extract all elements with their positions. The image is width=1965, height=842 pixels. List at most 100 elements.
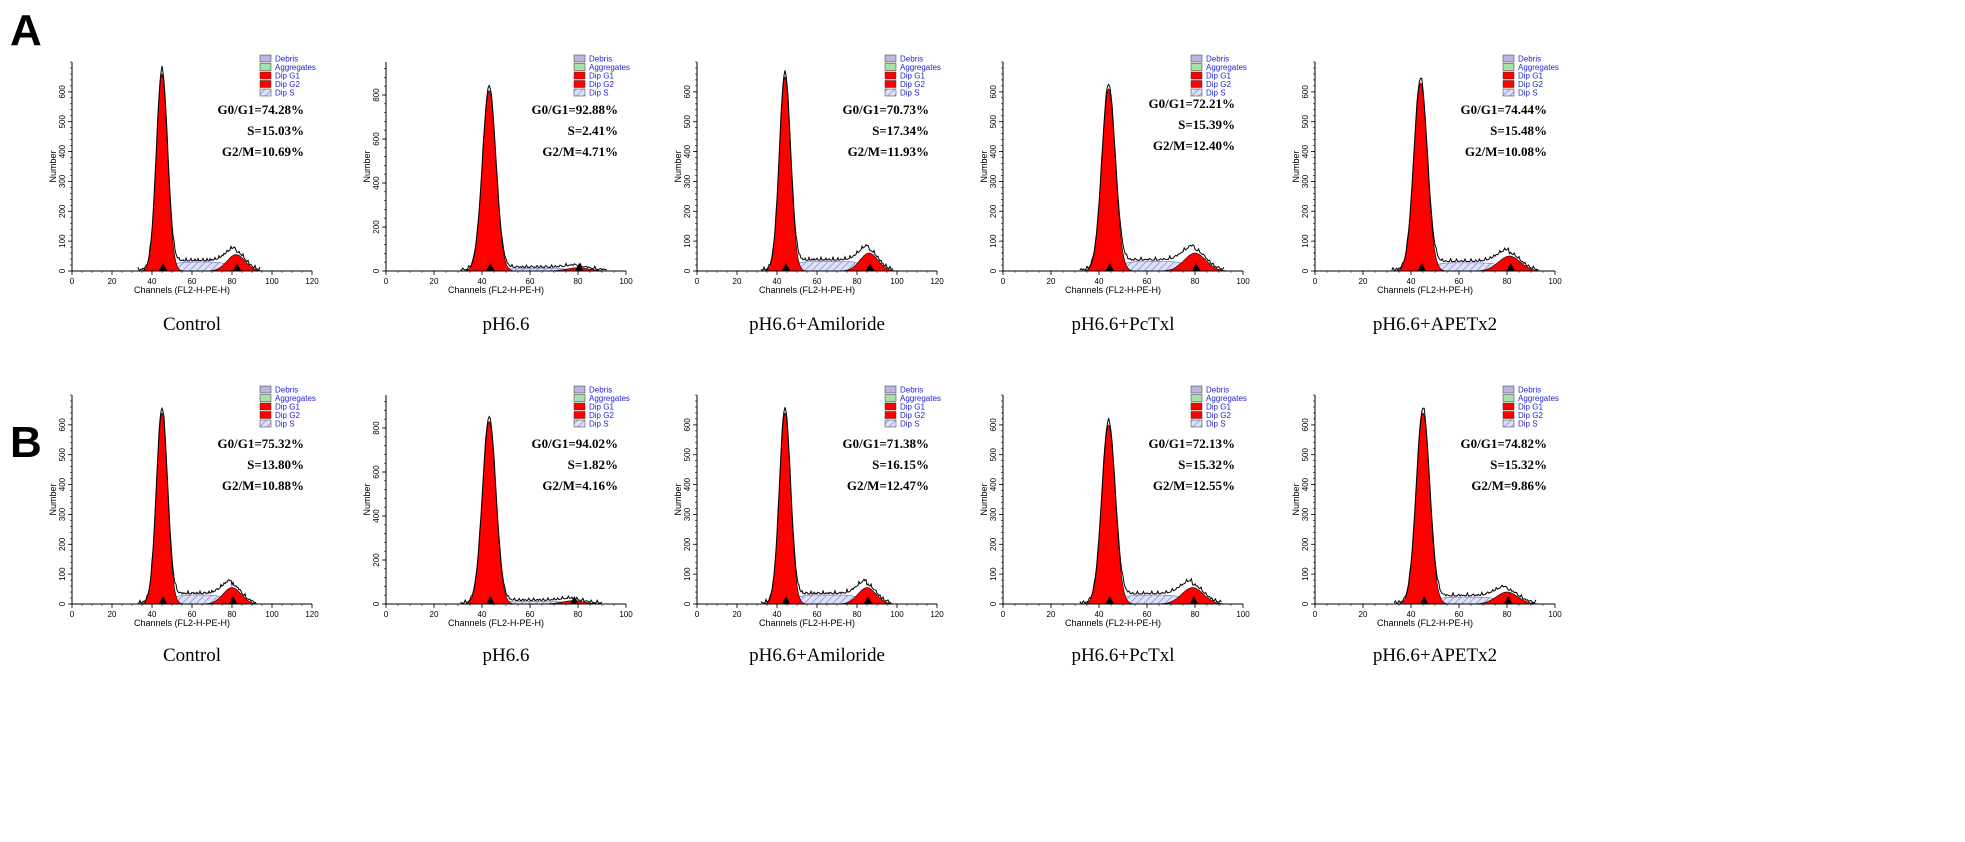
legend-entry: Dip S [1206, 420, 1226, 429]
phase-percentage: S=15.32% [1490, 457, 1547, 472]
phase-percentage: G2/M=12.40% [1153, 138, 1235, 153]
panel-caption: pH6.6+Amiloride [749, 645, 885, 666]
phase-percentage: G0/G1=74.82% [1461, 436, 1548, 451]
y-tick-label: 200 [1301, 204, 1310, 218]
y-tick-label: 400 [1301, 477, 1310, 491]
legend-swatch [573, 402, 586, 411]
peak-marker [1506, 263, 1515, 271]
x-tick-label: 120 [305, 610, 319, 619]
y-tick-label: 800 [372, 88, 381, 102]
legend-swatch [259, 419, 272, 428]
y-tick-label: 0 [1301, 268, 1310, 273]
y-tick-label: 500 [1301, 114, 1310, 128]
histogram-outline [1079, 83, 1225, 271]
x-tick-label: 120 [930, 610, 944, 619]
panel-caption: pH6.6+Amiloride [749, 314, 885, 335]
phase-percentage: G2/M=12.47% [847, 478, 929, 493]
legend-swatch [259, 54, 272, 63]
panel-caption: Control [163, 314, 221, 335]
legend-swatch [259, 385, 272, 394]
y-axis-label: Number [979, 483, 989, 515]
legend-swatch [1190, 54, 1203, 63]
y-tick-label: 200 [989, 204, 998, 218]
x-tick-label: 0 [384, 277, 389, 286]
g1-peak-area [764, 76, 806, 272]
x-tick-label: 60 [1455, 610, 1464, 619]
legend-entry: Debris [1518, 55, 1541, 64]
g1-peak-area [141, 412, 183, 605]
x-tick-label: 120 [305, 277, 319, 286]
legend-entry: Dip G1 [1518, 72, 1543, 81]
g1-peak-area [1396, 82, 1445, 272]
peak-marker [1192, 263, 1201, 271]
y-tick-label: 0 [989, 601, 998, 606]
g2-peak-area [840, 252, 898, 272]
histogram-panel: 0 20 40 60 80 100 0 200 400 600 800 Channels (FL2-H… [362, 386, 633, 667]
g1-peak-area [1084, 88, 1133, 272]
x-axis-label: Channels (FL2-H-PE-H) [134, 618, 230, 628]
phase-percentage: G2/M=10.88% [222, 478, 304, 493]
legend-entry: Dip G2 [275, 411, 300, 420]
x-tick-label: 60 [813, 610, 822, 619]
x-axis-label: Channels (FL2-H-PE-H) [448, 618, 544, 628]
g1-peak-area [464, 420, 514, 605]
y-tick-label: 300 [989, 507, 998, 521]
y-tick-label: 300 [683, 507, 692, 521]
x-tick-label: 80 [574, 610, 583, 619]
y-tick-label: 200 [372, 220, 381, 234]
panel-caption: Control [163, 645, 221, 666]
legend-swatch [573, 54, 586, 63]
legend-entry: Aggregates [1518, 63, 1559, 72]
y-tick-label: 600 [1301, 418, 1310, 432]
legend-entry: Dip G2 [900, 411, 925, 420]
legend-entry: Debris [589, 55, 612, 64]
g1-peak-area [764, 412, 806, 605]
legend-entry: Dip S [275, 89, 295, 98]
x-tick-label: 100 [890, 277, 904, 286]
legend-entry: Debris [275, 386, 298, 395]
y-tick-label: 0 [58, 268, 67, 273]
x-tick-label: 100 [1548, 610, 1562, 619]
legend-swatch [259, 394, 272, 402]
legend-entry: Aggregates [589, 63, 630, 72]
y-tick-label: 200 [989, 537, 998, 551]
legend-entry: Dip G1 [275, 403, 300, 412]
x-tick-label: 100 [890, 610, 904, 619]
legend-entry: Dip G1 [589, 72, 614, 81]
legend-entry: Aggregates [1206, 63, 1247, 72]
legend-entry: Aggregates [900, 63, 941, 72]
histogram-panel: 0 20 40 60 80 100 120 0 100 200 300 400 500 600 Channe… [673, 55, 944, 336]
y-tick-label: 100 [989, 567, 998, 581]
x-tick-label: 60 [1143, 610, 1152, 619]
phase-percentage: G0/G1=74.44% [1461, 102, 1548, 117]
g2-peak-area [1158, 587, 1227, 605]
y-tick-label: 200 [683, 537, 692, 551]
x-tick-label: 80 [1191, 610, 1200, 619]
legend-swatch [1502, 71, 1515, 80]
x-tick-label: 20 [1047, 610, 1056, 619]
g2-peak-area [1473, 591, 1541, 605]
histogram-outline [1391, 77, 1539, 271]
histogram-panel: 0 20 40 60 80 100 0 100 200 300 400 500 600 Channels … [979, 386, 1250, 667]
x-tick-label: 40 [478, 610, 487, 619]
y-tick-label: 500 [989, 114, 998, 128]
legend-swatch [884, 80, 897, 88]
legend-entry: Aggregates [589, 394, 630, 403]
x-tick-label: 100 [265, 610, 279, 619]
legend-entry: Dip G1 [589, 403, 614, 412]
y-tick-label: 0 [683, 601, 692, 606]
legend-swatch [259, 411, 272, 419]
y-tick-label: 400 [58, 477, 67, 491]
peak-marker [866, 263, 874, 271]
legend-entry: Debris [275, 55, 298, 64]
phase-percentage: G0/G1=72.13% [1149, 436, 1236, 451]
histogram-panel: 0 20 40 60 80 100 120 0 100 200 300 400 500 600 Channe… [48, 55, 319, 336]
x-tick-label: 40 [148, 277, 157, 286]
g2-peak-area [1475, 255, 1544, 272]
y-tick-label: 600 [683, 418, 692, 432]
x-tick-label: 20 [1359, 610, 1368, 619]
x-tick-label: 40 [773, 277, 782, 286]
legend-swatch [1502, 63, 1515, 71]
y-tick-label: 500 [58, 447, 67, 461]
